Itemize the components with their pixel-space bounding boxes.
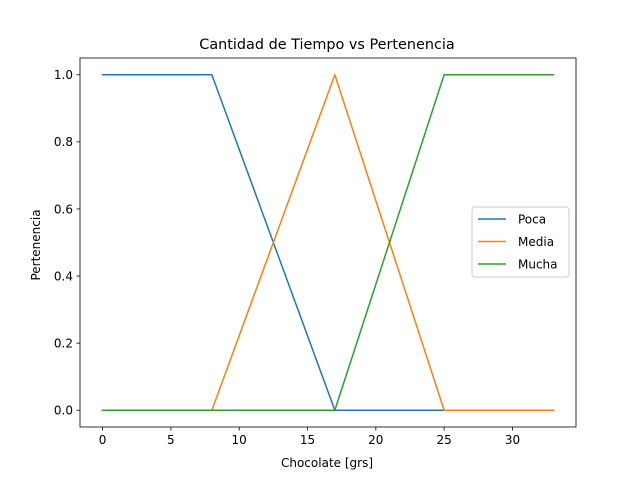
y-tick-label: 0.8 — [54, 135, 73, 149]
x-tick-label: 5 — [167, 433, 175, 447]
x-tick-label: 10 — [232, 433, 247, 447]
y-axis-label: Pertenencia — [29, 209, 43, 280]
axes-frame — [79, 57, 577, 428]
x-axis: 0 5 10 15 20 25 30 — [99, 427, 520, 447]
series-line-mucha — [101, 74, 555, 411]
chart-title: Cantidad de Tiempo vs Pertenencia — [199, 37, 454, 53]
y-tick-label: 0.0 — [54, 404, 73, 418]
y-tick-label: 1.0 — [54, 68, 73, 82]
legend: Poca Media Mucha — [471, 206, 570, 278]
y-tick-label: 0.2 — [54, 336, 73, 350]
x-tick-label: 25 — [437, 433, 452, 447]
x-tick-label: 0 — [99, 433, 107, 447]
x-axis-label: Chocolate [grs] — [281, 456, 373, 470]
x-tick-label: 20 — [368, 433, 383, 447]
y-axis: 0.0 0.2 0.4 0.6 0.8 1.0 — [54, 68, 80, 418]
x-tick-label: 15 — [300, 433, 315, 447]
plot-area — [79, 57, 577, 428]
x-tick-label: 30 — [505, 433, 520, 447]
y-tick-label: 0.6 — [54, 202, 73, 216]
legend-box — [471, 206, 570, 278]
legend-label-mucha: Mucha — [518, 257, 558, 271]
legend-label-poca: Poca — [518, 212, 546, 226]
legend-label-media: Media — [518, 235, 554, 249]
y-tick-label: 0.4 — [54, 269, 73, 283]
